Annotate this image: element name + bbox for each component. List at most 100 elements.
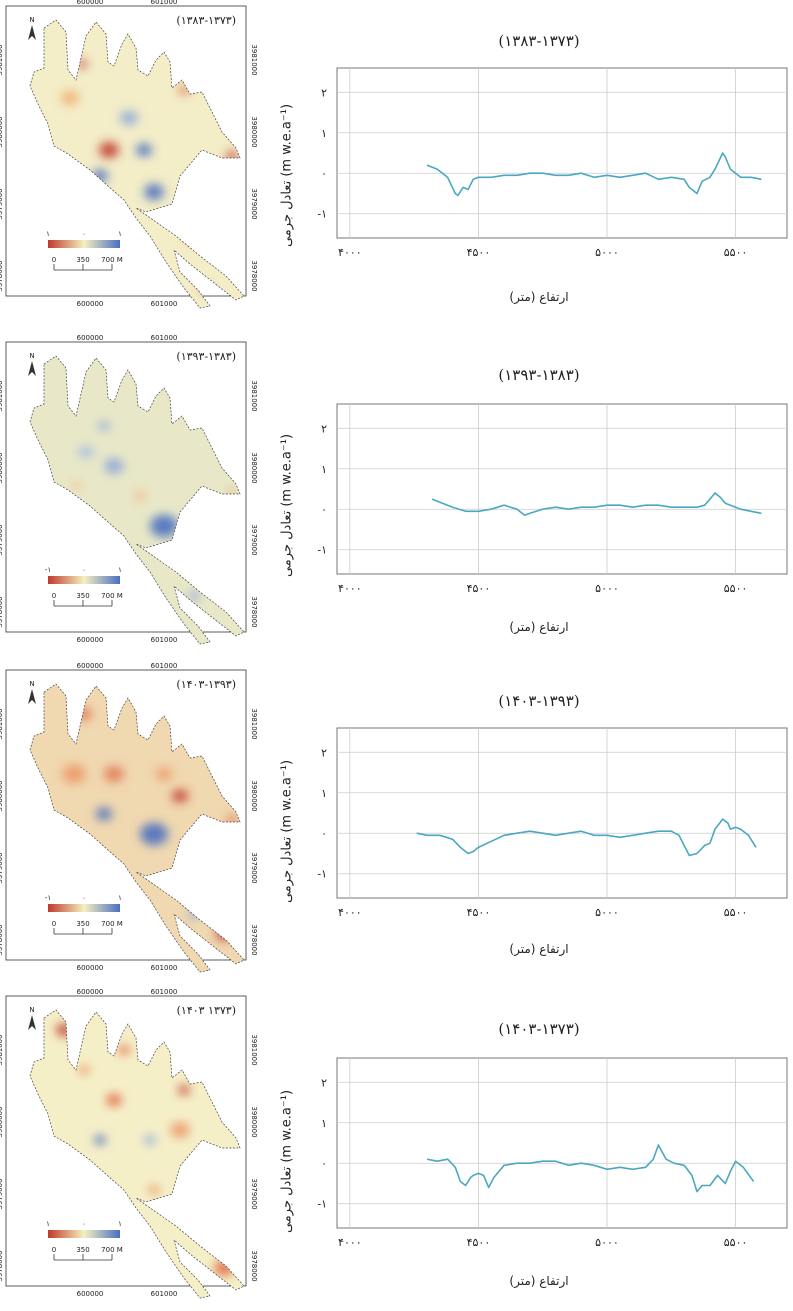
mass-balance-patch [172, 789, 188, 803]
north-arrow-icon [28, 689, 36, 704]
legend-colorbar [48, 240, 120, 248]
map-y-tick-right: 3978000 [250, 1250, 258, 1281]
map-x-tick: 600000 [77, 662, 104, 670]
x-tick-label: ۵۵۰۰ [724, 246, 748, 259]
map-x-tick: 600000 [77, 0, 104, 6]
chart-plot-area: ۲ ۱ ۰ -۱ ۴۰۰۰ ۴۵۰۰ ۵۰۰۰ ۵۵۰۰ [317, 403, 788, 595]
legend-label: ۱ [46, 1220, 50, 1228]
map-x-tick: 601000 [151, 334, 178, 342]
map-y-tick-right: 3980000 [250, 116, 258, 147]
north-label: N [29, 352, 34, 360]
map-x-tick-bottom: 601000 [151, 636, 178, 644]
x-axis-label: ارتفاع (متر) [509, 942, 569, 956]
legend-label: ۰ [82, 566, 86, 574]
map-y-tick-right: 3979000 [250, 852, 258, 883]
map-y-tick-right: 3981000 [250, 708, 258, 739]
mass-balance-patch [94, 1135, 106, 1145]
mass-balance-patch [170, 1122, 190, 1138]
legend-label: -۱ [45, 894, 51, 902]
mass-balance-patch [99, 142, 119, 158]
panel-row-1: (۱۳۸۳-۱۳۷۳) N 600000 600000 601000 601000 3981… [0, 0, 793, 328]
legend-colorbar [48, 1230, 120, 1238]
glacier-map-svg: (۱۳۸۳-۱۳۷۳) N 600000 600000 601000 601000 3981… [0, 0, 258, 309]
map-x-tick-bottom: 600000 [77, 636, 104, 644]
glacier-map-3: (۱۴۰۳-۱۳۹۳) N 600000 600000 601000 601000 3981… [0, 662, 258, 984]
scale-label: 350 [76, 256, 89, 264]
y-tick-label: -۱ [317, 868, 327, 881]
x-tick-label: ۴۵۰۰ [467, 1236, 491, 1249]
map-y-tick: 3981000 [0, 1034, 4, 1065]
panel-row-4: (۱۴۰۳ ۱۳۷۳) N 600000 600000 601000 601000 3981… [0, 984, 793, 1311]
x-tick-label: ۴۵۰۰ [467, 246, 491, 259]
mass-balance-patch [144, 184, 164, 200]
map-x-tick-bottom: 600000 [77, 964, 104, 972]
north-arrow-icon [28, 25, 36, 40]
scale-label: 700 M [101, 256, 123, 264]
glacier-map-2: (۱۳۹۳-۱۳۸۳) N 600000 600000 601000 601000 3981… [0, 334, 258, 656]
map-y-tick-right: 3981000 [250, 1034, 258, 1065]
map-x-tick-bottom: 600000 [77, 1290, 104, 1298]
panel-row-2: (۱۳۹۳-۱۳۸۳) N 600000 600000 601000 601000 3981… [0, 328, 793, 656]
plot-frame [336, 727, 788, 899]
glacier-outline [29, 19, 245, 309]
map-y-tick-right: 3979000 [250, 1178, 258, 1209]
scale-label: 700 M [101, 1246, 123, 1254]
legend-colorbar [48, 576, 120, 584]
map-x-tick: 600000 [77, 334, 104, 342]
north-label: N [29, 1006, 34, 1014]
y-tick-label: ۲ [321, 1076, 327, 1089]
x-tick-label: ۴۰۰۰ [338, 906, 362, 919]
chart-title: (۱۴۰۳-۱۳۷۳) [498, 1020, 580, 1038]
map-x-tick-bottom: 600000 [77, 300, 104, 308]
scale-label: 700 M [101, 592, 123, 600]
series-line [426, 152, 762, 197]
map-x-tick: 601000 [151, 662, 178, 670]
chart-plot-area: ۲ ۱ ۰ -۱ ۴۰۰۰ ۴۵۰۰ ۵۰۰۰ ۵۵۰۰ [317, 1057, 788, 1249]
x-axis-label: ارتفاع (متر) [509, 1274, 569, 1288]
scale-label: 700 M [101, 920, 123, 928]
x-tick-label: ۵۰۰۰ [595, 582, 619, 595]
north-arrow-icon [28, 1015, 36, 1030]
north-arrow-icon [28, 361, 36, 376]
map-y-tick-right: 3980000 [250, 1106, 258, 1137]
mass-balance-patch [61, 90, 79, 106]
glacier-outline [29, 1009, 245, 1299]
y-tick-label: ۱ [321, 1117, 327, 1130]
y-tick-label: -۱ [317, 208, 327, 221]
mass-balance-patch [120, 110, 138, 126]
map-y-tick: 3979000 [0, 1178, 4, 1209]
map-title: (۱۳۸۳-۱۳۷۳) [176, 14, 236, 27]
glacier-outline [29, 355, 245, 645]
x-axis-label: ارتفاع (متر) [509, 620, 569, 634]
mass-balance-patch [70, 481, 82, 491]
map-y-tick: 3980000 [0, 780, 4, 811]
y-tick-label: ۲ [321, 422, 327, 435]
scale-label: 350 [76, 592, 89, 600]
mass-balance-patch [150, 514, 178, 538]
x-tick-label: ۴۵۰۰ [467, 906, 491, 919]
series-line [426, 1144, 755, 1193]
y-tick-label: ۰ [321, 827, 327, 840]
map-x-tick: 601000 [151, 988, 178, 996]
map-y-tick: 3980000 [0, 116, 4, 147]
map-y-tick-right: 3980000 [250, 452, 258, 483]
glacier-outline [29, 683, 245, 973]
map-x-tick-bottom: 601000 [151, 300, 178, 308]
series-line [416, 818, 757, 857]
map-y-tick: 3978000 [0, 924, 4, 955]
glacier-map-svg: (۱۳۹۳-۱۳۸۳) N 600000 600000 601000 601000 3981… [0, 334, 258, 645]
chart-title: (۱۴۰۳-۱۳۹۳) [498, 692, 580, 710]
map-y-tick: 3979000 [0, 524, 4, 555]
legend-label: ۰ [82, 894, 86, 902]
map-y-tick: 3978000 [0, 1250, 4, 1281]
y-tick-label: ۱ [321, 127, 327, 140]
map-y-tick: 3979000 [0, 852, 4, 883]
mass-balance-patch [132, 489, 148, 503]
x-tick-label: ۵۰۰۰ [595, 1236, 619, 1249]
legend-label: ۱ [118, 566, 122, 574]
map-title: (۱۴۰۳ ۱۳۷۳) [177, 1004, 236, 1017]
map-y-tick: 3981000 [0, 44, 4, 75]
mass-balance-chart-4: (۱۴۰۳-۱۳۷۳) تعادل جرمی (m w.e.a⁻¹) ۲ ۱ ۰ -۱… [280, 984, 793, 1311]
map-y-tick-right: 3980000 [250, 780, 258, 811]
y-tick-label: ۱ [321, 463, 327, 476]
